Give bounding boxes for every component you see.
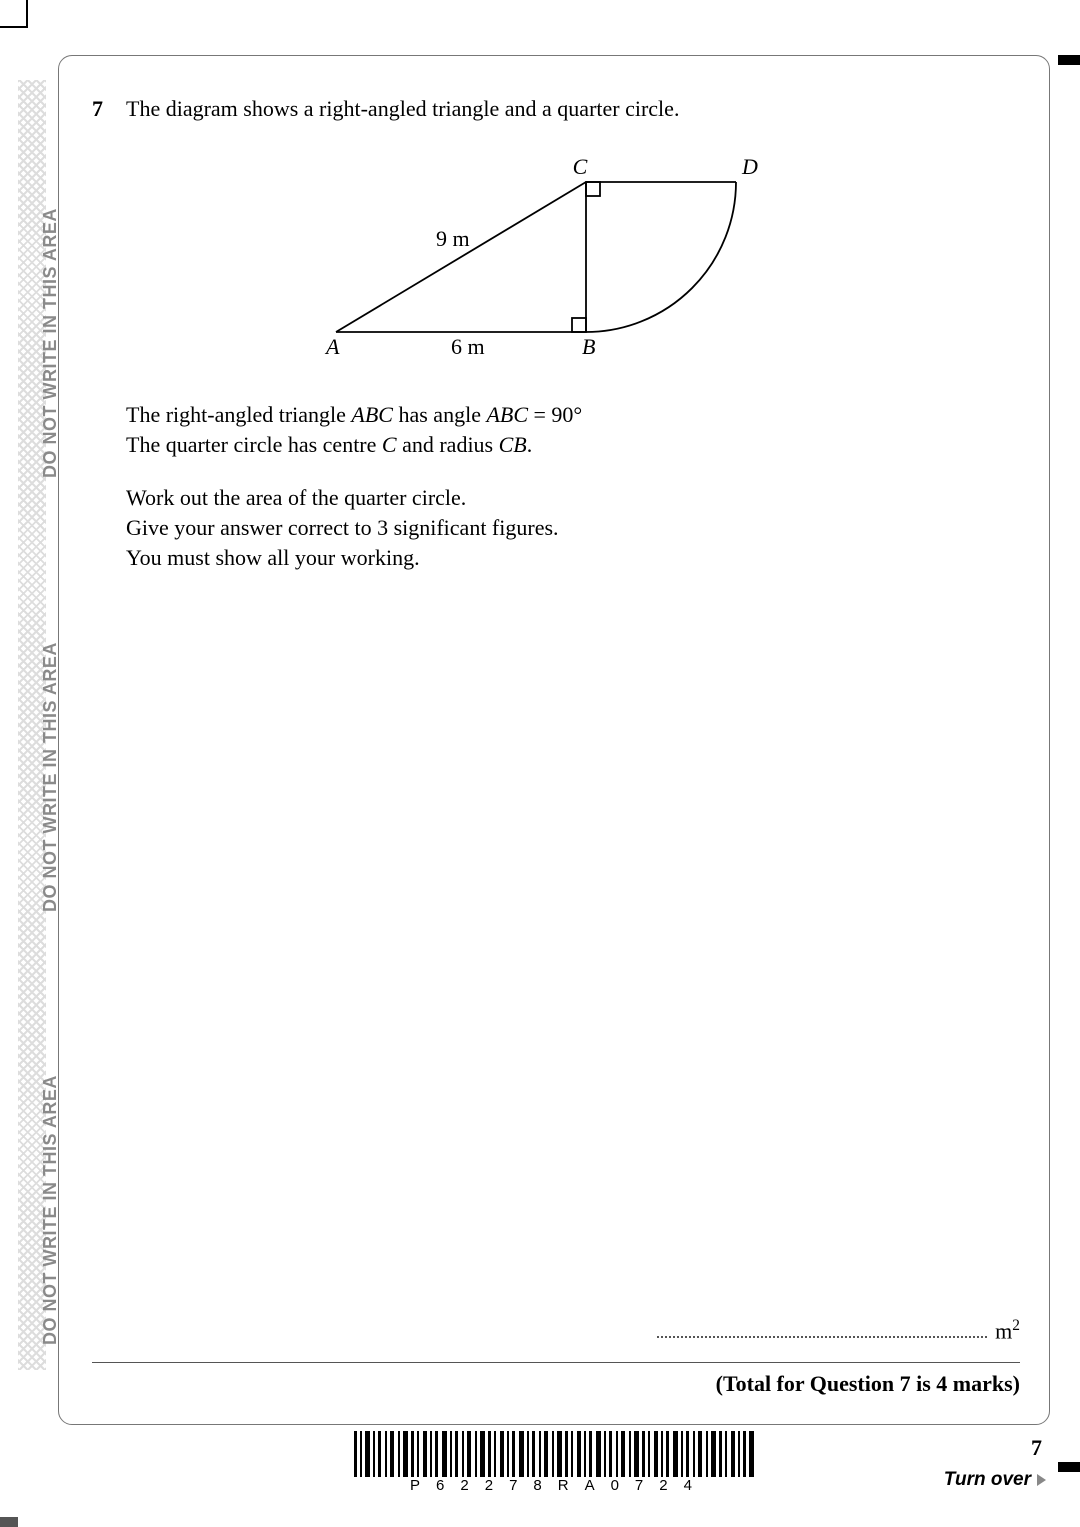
diagram-svg: C D A B 9 m 6 m — [296, 152, 816, 372]
turn-over: Turn over — [944, 1469, 1046, 1491]
desc-line-1: The right-angled triangle ABC has angle … — [126, 400, 1020, 430]
diagram: C D A B 9 m 6 m — [92, 152, 1020, 372]
answer-dotted-line[interactable] — [657, 1316, 987, 1338]
question-number: 7 — [92, 96, 112, 122]
marks-row: (Total for Question 7 is 4 marks) — [92, 1362, 1020, 1397]
answer-unit: m2 — [995, 1317, 1020, 1344]
dia-label-c: C — [573, 154, 588, 179]
dia-label-d: D — [741, 154, 758, 179]
edge-mark-bottom-right — [1058, 1462, 1080, 1472]
dia-label-a: A — [324, 334, 340, 359]
task-line-2: Give your answer correct to 3 significan… — [126, 513, 1020, 543]
dia-len-base: 6 m — [451, 334, 485, 359]
dia-label-b: B — [582, 334, 595, 359]
content-area: 7 The diagram shows a right-angled trian… — [92, 96, 1020, 1397]
triangle-right-icon — [1037, 1474, 1046, 1486]
turn-over-text: Turn over — [944, 1469, 1031, 1490]
question-header: 7 The diagram shows a right-angled trian… — [92, 96, 1020, 122]
page-number: 7 — [1031, 1435, 1042, 1461]
dia-len-hyp: 9 m — [436, 226, 470, 251]
description-block: The right-angled triangle ABC has angle … — [126, 400, 1020, 459]
barcode-text: P62278RA0724 — [364, 1477, 754, 1494]
crop-mark-top-left — [0, 0, 28, 28]
question-intro: The diagram shows a right-angled triangl… — [126, 96, 679, 122]
answer-line: m2 — [92, 1316, 1020, 1344]
task-line-3: You must show all your working. — [126, 543, 1020, 573]
answer-area: m2 (Total for Question 7 is 4 marks) — [92, 1316, 1020, 1397]
edge-mark-top-right — [1058, 55, 1080, 65]
barcode-svg — [354, 1431, 754, 1477]
barcode: P62278RA0724 — [354, 1431, 754, 1494]
desc-line-2: The quarter circle has centre C and radi… — [126, 430, 1020, 460]
edge-mark-bottom-left — [0, 1517, 18, 1527]
footer: P62278RA0724 7 Turn over — [58, 1431, 1050, 1493]
task-block: Work out the area of the quarter circle.… — [126, 483, 1020, 572]
task-line-1: Work out the area of the quarter circle. — [126, 483, 1020, 513]
